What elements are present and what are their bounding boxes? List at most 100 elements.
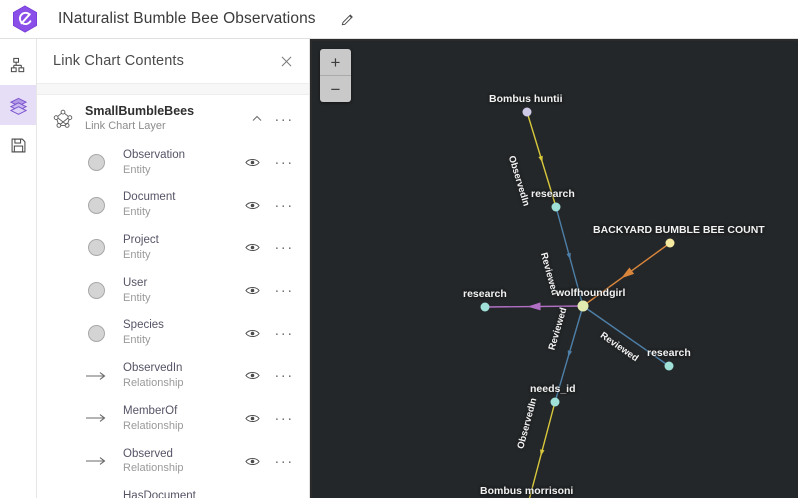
eye-icon bbox=[244, 244, 260, 252]
eye-icon bbox=[244, 286, 260, 294]
graph-node[interactable] bbox=[550, 397, 560, 407]
contents-item-text: ObservedIn Relationship bbox=[123, 361, 235, 390]
top-bar: INaturalist Bumble Bee Observations bbox=[0, 0, 798, 39]
entity-circle-symbol-icon bbox=[83, 196, 109, 214]
entity-circle-symbol-icon bbox=[83, 324, 109, 342]
contents-item-more-options-icon[interactable]: ··· bbox=[274, 196, 294, 214]
contents-item-type: Entity bbox=[123, 206, 151, 219]
relationship-arrow-symbol-icon bbox=[86, 414, 106, 423]
contents-item-type: Relationship bbox=[123, 377, 184, 390]
relationship-arrow-symbol-icon bbox=[86, 457, 106, 465]
contents-item-row[interactable]: Observed Relationship ··· bbox=[37, 440, 309, 483]
minus-icon[interactable]: − bbox=[330, 79, 341, 99]
zoom-controls: + − bbox=[320, 49, 351, 102]
contents-item-name: Document bbox=[123, 191, 176, 204]
eye-icon bbox=[244, 329, 260, 337]
contents-item-more-options-icon[interactable]: ··· bbox=[274, 324, 294, 342]
link-chart-layer-icon bbox=[49, 108, 77, 130]
contents-item-text: Observed Relationship bbox=[123, 447, 235, 476]
contents-item-more-options-icon[interactable]: ··· bbox=[274, 409, 294, 427]
contents-item-more-options-icon[interactable]: ··· bbox=[269, 495, 299, 498]
page-title: INaturalist Bumble Bee Observations bbox=[58, 10, 316, 27]
contents-item-row[interactable]: ObservedIn Relationship ··· bbox=[37, 354, 309, 397]
contents-item-name: MemberOf bbox=[123, 404, 178, 417]
eye-icon bbox=[244, 372, 260, 380]
eye-icon[interactable] bbox=[235, 456, 269, 467]
relationship-arrow-symbol-icon bbox=[83, 413, 109, 423]
contents-item-row[interactable]: Observation Entity ··· bbox=[37, 141, 309, 184]
contents-item-name: Observed bbox=[123, 447, 173, 460]
contents-item-name: ObservedIn bbox=[123, 362, 183, 375]
graph-node[interactable] bbox=[577, 300, 589, 312]
link-chart-hierarchy-icon[interactable] bbox=[0, 45, 36, 85]
contents-item-text: User Entity bbox=[123, 276, 235, 305]
contents-item-row[interactable]: Project Entity ··· bbox=[37, 226, 309, 269]
eye-icon bbox=[244, 158, 260, 166]
graph-node[interactable] bbox=[522, 107, 532, 117]
eye-icon[interactable] bbox=[235, 285, 269, 296]
layer-group-row[interactable]: SmallBumbleBees Link Chart Layer ··· bbox=[37, 97, 309, 141]
contents-item-more-options-icon[interactable]: ··· bbox=[274, 281, 294, 299]
contents-item-text: Project Entity bbox=[123, 233, 235, 262]
relationship-arrow-symbol-icon bbox=[83, 371, 109, 381]
contents-item-name: Project bbox=[123, 234, 159, 247]
eye-icon bbox=[244, 201, 260, 209]
contents-item-row[interactable]: MemberOf Relationship ··· bbox=[37, 397, 309, 440]
entity-circle-symbol-icon bbox=[87, 324, 105, 342]
pencil-icon[interactable] bbox=[340, 11, 356, 27]
left-icon-rail bbox=[0, 39, 37, 498]
relationship-arrow-symbol-icon bbox=[86, 371, 106, 380]
entity-circle-symbol-icon bbox=[83, 153, 109, 171]
chevron-up-icon[interactable] bbox=[245, 113, 269, 125]
contents-item-row[interactable]: Document Entity ··· bbox=[37, 184, 309, 227]
plus-icon[interactable]: + bbox=[320, 49, 351, 76]
main-body: Link Chart Contents bbox=[0, 39, 798, 498]
contents-item-text: Species Entity bbox=[123, 318, 235, 347]
close-icon[interactable] bbox=[277, 52, 295, 70]
contents-item-more-options-icon[interactable]: ··· bbox=[274, 452, 294, 470]
graph-edge-arrow bbox=[538, 155, 543, 163]
relationship-arrow-symbol-icon bbox=[83, 456, 109, 466]
eye-icon[interactable] bbox=[235, 200, 269, 211]
contents-item-list: Observation Entity ··· Document Entity ··· Pro… bbox=[37, 141, 309, 498]
eye-icon[interactable] bbox=[235, 242, 269, 253]
graph-edge-arrow bbox=[540, 449, 545, 457]
contents-item-more-options-icon[interactable]: ··· bbox=[274, 367, 294, 385]
contents-tree: SmallBumbleBees Link Chart Layer ··· Obs… bbox=[37, 95, 309, 498]
graph-edge-arrow bbox=[621, 267, 635, 279]
panel-toolbar-strip bbox=[37, 84, 309, 95]
graph-edge-arrow bbox=[527, 302, 541, 311]
graph-node[interactable] bbox=[551, 202, 561, 212]
save-floppy-icon[interactable] bbox=[0, 125, 36, 165]
contents-item-name: User bbox=[123, 276, 148, 289]
graph-node[interactable] bbox=[480, 302, 490, 312]
contents-item-more-options-icon[interactable]: ··· bbox=[274, 239, 294, 257]
link-chart-canvas[interactable]: ObservedIn Reviewed Reviewed Reviewed Observ… bbox=[312, 41, 798, 498]
entity-circle-symbol-icon bbox=[83, 281, 109, 299]
entity-circle-symbol-icon bbox=[87, 281, 105, 299]
sidebar-item-contents-layers[interactable] bbox=[0, 85, 36, 125]
entity-circle-symbol-icon bbox=[87, 239, 105, 257]
contents-item-more-options-icon[interactable]: ··· bbox=[274, 153, 294, 171]
graph-edge-arrow bbox=[566, 252, 571, 260]
graph-edge[interactable] bbox=[582, 305, 670, 367]
graph-node[interactable] bbox=[664, 361, 674, 371]
link-chart-contents-panel: Link Chart Contents bbox=[37, 39, 310, 498]
eye-icon[interactable] bbox=[235, 370, 269, 381]
panel-header: Link Chart Contents bbox=[37, 39, 309, 84]
contents-item-name: HasDocument bbox=[123, 490, 196, 498]
arcgis-knowledge-hexagon-logo[interactable] bbox=[12, 5, 38, 33]
contents-item-row[interactable]: HasDocumentRelationship ··· bbox=[37, 483, 309, 498]
eye-icon[interactable] bbox=[235, 157, 269, 168]
layer-group-text: SmallBumbleBees Link Chart Layer bbox=[85, 104, 245, 133]
eye-icon[interactable] bbox=[235, 328, 269, 339]
contents-item-row[interactable]: User Entity ··· bbox=[37, 269, 309, 312]
contents-item-type: Relationship bbox=[123, 419, 184, 432]
eye-icon[interactable] bbox=[235, 413, 269, 424]
contents-item-text: Observation Entity bbox=[123, 148, 235, 177]
graph-node[interactable] bbox=[665, 238, 675, 248]
contents-item-row[interactable]: Species Entity ··· bbox=[37, 312, 309, 355]
layer-more-options-icon[interactable]: ··· bbox=[274, 110, 294, 128]
contents-item-name: Observation bbox=[123, 148, 186, 161]
